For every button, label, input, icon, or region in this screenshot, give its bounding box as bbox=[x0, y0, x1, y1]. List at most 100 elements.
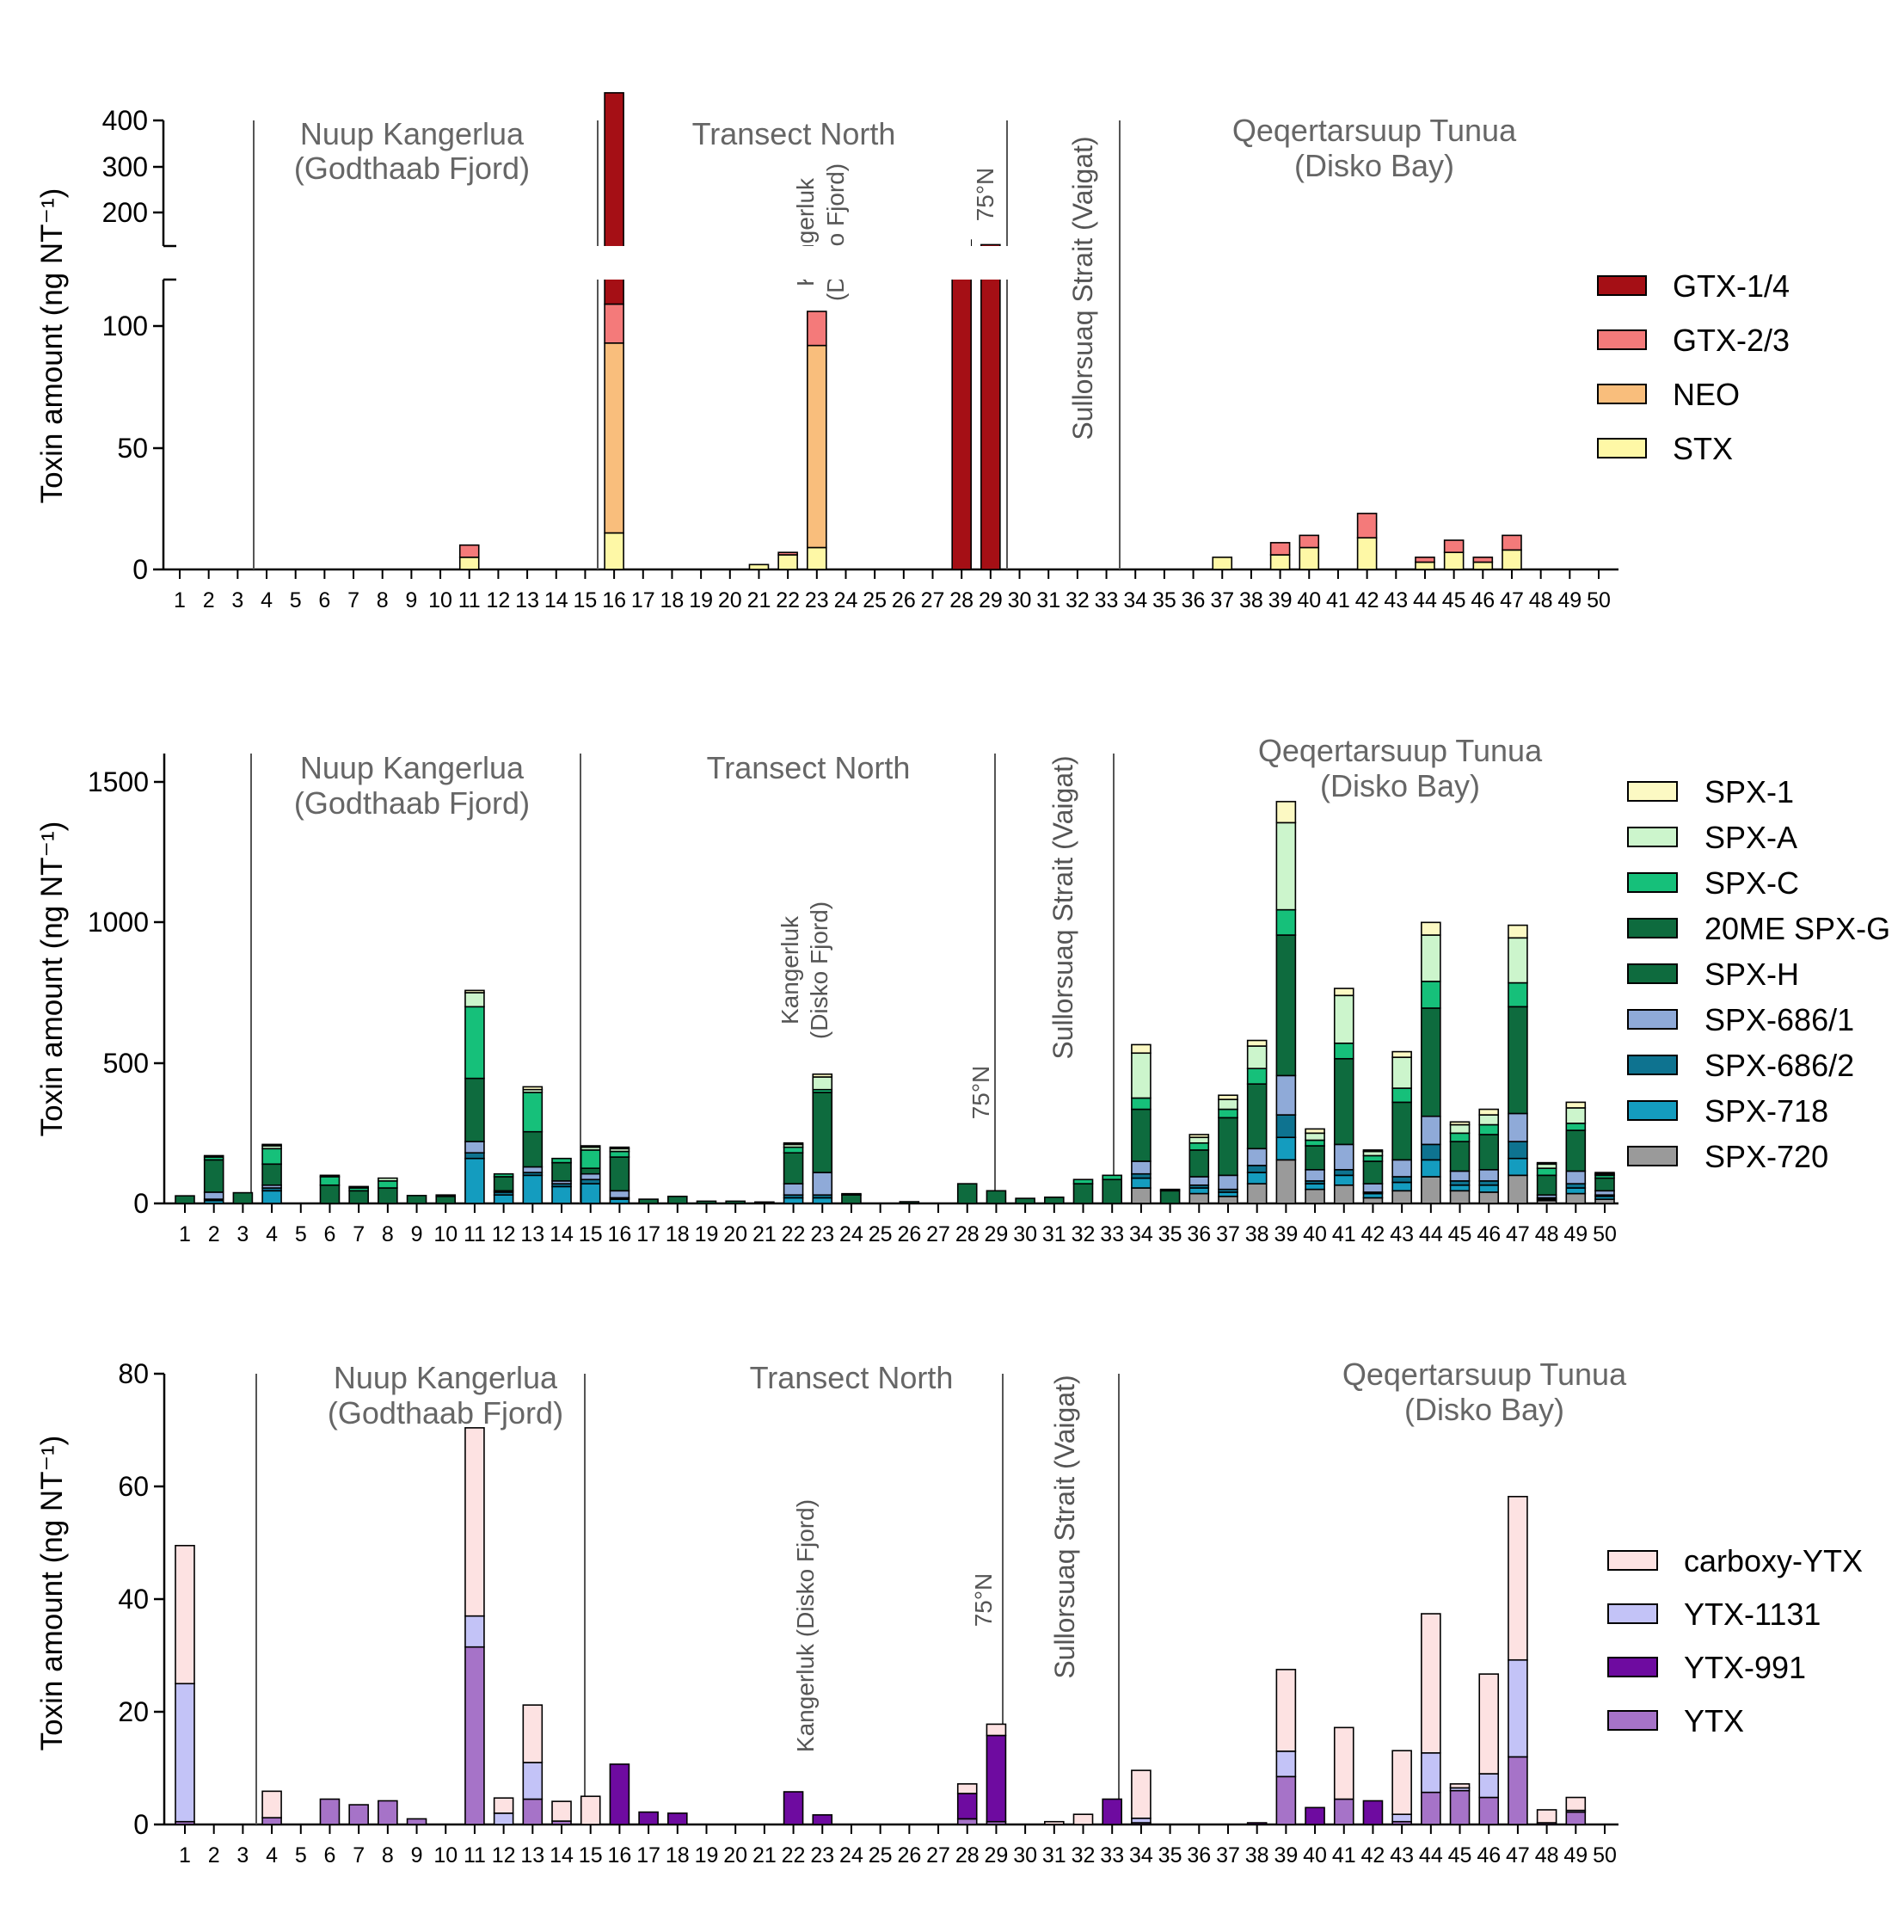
x-tick-label: 49 bbox=[1563, 1843, 1588, 1867]
bar-carboxy-ytx-station-46 bbox=[1478, 1673, 1500, 1775]
legend-swatch-spx-h bbox=[1627, 963, 1678, 984]
x-tick-label: 50 bbox=[1593, 1222, 1617, 1246]
bar-spx-718-station-22 bbox=[783, 1197, 804, 1204]
legend-label-spx-720: SPX-720 bbox=[1704, 1139, 1828, 1174]
region-label: Transect North bbox=[692, 116, 896, 151]
bar-spx-h-station-41 bbox=[1333, 1057, 1354, 1146]
x-tick-label: 39 bbox=[1274, 1843, 1298, 1867]
bar-spx-686-1-station-22 bbox=[783, 1183, 804, 1196]
x-tick-label: 13 bbox=[520, 1222, 544, 1246]
bar-spx-h-station-50 bbox=[1594, 1177, 1615, 1192]
bar-carboxy-ytx-station-41 bbox=[1333, 1726, 1354, 1800]
x-tick-label: 8 bbox=[382, 1222, 394, 1246]
legend-label-stx: STX bbox=[1673, 431, 1733, 466]
x-tick-label: 12 bbox=[492, 1222, 516, 1246]
latitude-label: 75°N bbox=[970, 1573, 997, 1627]
bar-spx-c-station-16 bbox=[609, 1150, 630, 1158]
legend-swatch-gtx-2-3 bbox=[1597, 329, 1647, 350]
bar-spx-c-station-15 bbox=[580, 1149, 601, 1169]
bar-spx-h-station-7 bbox=[348, 1190, 369, 1204]
bar-gtx-1-4-station-28 bbox=[951, 239, 972, 570]
x-tick-label: 50 bbox=[1593, 1843, 1617, 1867]
y-tick-label: 0 bbox=[133, 1809, 149, 1840]
bar-spx-686-2-station-41 bbox=[1333, 1169, 1354, 1177]
bar-ytx-station-45 bbox=[1449, 1789, 1471, 1825]
bar-spx-h-station-4 bbox=[261, 1163, 282, 1186]
x-tick-label: 48 bbox=[1535, 1222, 1559, 1246]
bar-spx-686-1-station-44 bbox=[1421, 1115, 1441, 1146]
y-tick-label: 1000 bbox=[88, 907, 149, 938]
region-label: (Disko Bay) bbox=[1320, 768, 1480, 803]
bar-ytx-station-39 bbox=[1275, 1775, 1297, 1825]
bar-gtx-2-3-station-40 bbox=[1299, 534, 1320, 549]
bar-spx-h-station-24 bbox=[841, 1194, 862, 1204]
bar-spx-c-station-12 bbox=[493, 1172, 514, 1178]
x-tick-label: 6 bbox=[324, 1843, 336, 1867]
legend-label-ytx: YTX bbox=[1684, 1703, 1744, 1738]
bar-spx-a-station-23 bbox=[812, 1076, 833, 1091]
bar-gtx-2-3-station-42 bbox=[1356, 513, 1378, 539]
x-tick-label: 16 bbox=[608, 1222, 632, 1246]
x-tick-label: 43 bbox=[1384, 588, 1408, 612]
x-tick-label: 31 bbox=[1042, 1222, 1066, 1246]
x-tick-label: 5 bbox=[295, 1843, 307, 1867]
x-tick-label: 6 bbox=[324, 1222, 336, 1246]
legend-swatch-spx-720 bbox=[1627, 1146, 1678, 1166]
x-tick-label: 33 bbox=[1100, 1222, 1124, 1246]
bar-spx-c-station-42 bbox=[1362, 1154, 1384, 1162]
bar-spx-1-station-41 bbox=[1333, 988, 1354, 997]
bar-spx-1-station-43 bbox=[1391, 1050, 1412, 1058]
x-tick-label: 3 bbox=[236, 1843, 249, 1867]
x-tick-label: 35 bbox=[1152, 588, 1176, 612]
bar-stx-station-11 bbox=[458, 557, 480, 570]
bar-spx-c-station-43 bbox=[1391, 1087, 1412, 1104]
bar-spx-720-station-44 bbox=[1421, 1176, 1441, 1204]
bar-carboxy-ytx-station-12 bbox=[493, 1797, 514, 1814]
x-tick-label: 43 bbox=[1390, 1843, 1414, 1867]
x-tick-label: 41 bbox=[1332, 1843, 1356, 1867]
bar-spx-a-station-46 bbox=[1478, 1114, 1500, 1126]
x-tick-label: 44 bbox=[1419, 1222, 1443, 1246]
bar-stx-station-42 bbox=[1356, 537, 1378, 570]
region-label: Qeqertarsuup Tunua bbox=[1258, 733, 1543, 768]
x-tick-label: 1 bbox=[174, 588, 186, 612]
bar-spx-h-station-22 bbox=[783, 1152, 804, 1184]
bar-gtx-2-3-station-44 bbox=[1415, 557, 1435, 563]
bar-spx-h-station-12 bbox=[493, 1176, 514, 1192]
x-tick-label: 2 bbox=[203, 588, 215, 612]
x-tick-label: 37 bbox=[1210, 588, 1234, 612]
kangerluk-label: Kangerluk bbox=[777, 915, 803, 1024]
bar-spx-c-station-41 bbox=[1333, 1043, 1354, 1060]
y-tick-label: 20 bbox=[118, 1696, 149, 1727]
bar-spx-h-station-42 bbox=[1362, 1160, 1384, 1184]
x-tick-label: 33 bbox=[1095, 588, 1119, 612]
legend-swatch-ytx bbox=[1607, 1710, 1658, 1731]
bar-carboxy-ytx-station-47 bbox=[1508, 1495, 1528, 1661]
bar-spx-a-station-11 bbox=[464, 992, 485, 1008]
bar-carboxy-ytx-station-11 bbox=[464, 1427, 485, 1617]
bar-spx-686-1-station-2 bbox=[203, 1191, 224, 1200]
region-label: (Disko Bay) bbox=[1294, 148, 1454, 183]
x-tick-label: 23 bbox=[805, 588, 829, 612]
bar-spx-720-station-43 bbox=[1391, 1190, 1412, 1204]
x-tick-label: 44 bbox=[1419, 1843, 1443, 1867]
bar-spx-720-station-47 bbox=[1508, 1174, 1528, 1204]
x-tick-label: 17 bbox=[636, 1222, 660, 1246]
y-tick-label: 80 bbox=[118, 1358, 149, 1389]
legend-label-20me-spx-g: 20ME SPX-G bbox=[1704, 911, 1890, 946]
x-tick-label: 25 bbox=[869, 1222, 893, 1246]
bar-spx-686-1-station-38 bbox=[1246, 1148, 1268, 1166]
bar-spx-686-2-station-38 bbox=[1246, 1165, 1268, 1173]
bar-spx-c-station-44 bbox=[1421, 981, 1441, 1009]
bar-spx-686-1-station-49 bbox=[1565, 1170, 1587, 1184]
bar-spx-c-station-46 bbox=[1478, 1123, 1500, 1135]
bar-ytx-station-8 bbox=[378, 1800, 398, 1825]
bar-spx-c-station-6 bbox=[319, 1176, 341, 1186]
bar-spx-h-station-28 bbox=[956, 1183, 978, 1204]
bar-spx-c-station-35 bbox=[1159, 1188, 1181, 1192]
bar-spx-h-station-33 bbox=[1102, 1178, 1123, 1204]
bar-spx-h-station-1 bbox=[175, 1195, 195, 1204]
x-tick-label: 16 bbox=[608, 1843, 632, 1867]
bar-spx-h-station-8 bbox=[378, 1187, 398, 1204]
